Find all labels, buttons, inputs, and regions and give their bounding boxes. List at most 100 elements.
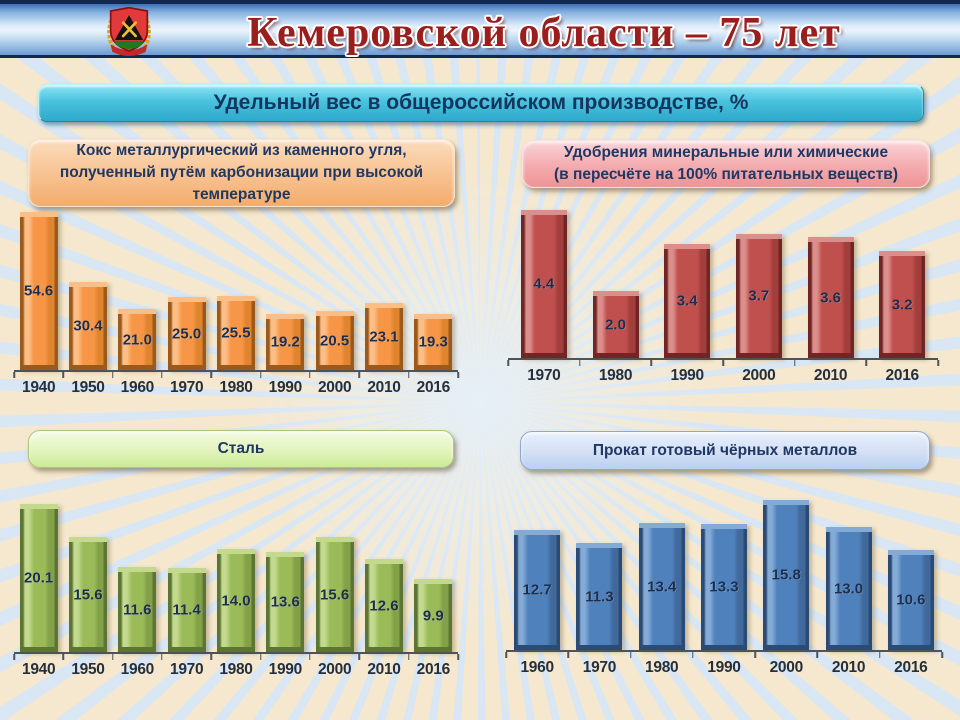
bar-value-label: 23.1: [369, 328, 399, 345]
bar-value-label: 3.6: [820, 289, 841, 306]
bar-1950: 15.6: [68, 537, 107, 652]
axis-tick: [457, 372, 459, 378]
x-axis: [507, 358, 939, 366]
x-tick-label: 2000: [317, 661, 352, 678]
bar-1940: 20.1: [19, 504, 58, 652]
bar-1990: 3.4: [664, 244, 711, 358]
x-tick-label: 1940: [22, 661, 56, 678]
bar-slot: 12.6: [359, 490, 408, 652]
axis-tick: [816, 652, 819, 658]
bar-1980: 2.0: [592, 291, 639, 358]
x-tick-label: 1980: [219, 379, 253, 396]
subtitle-text: Удельный вес в общероссийском производст…: [213, 91, 749, 114]
bar-slot: 4.4: [508, 197, 580, 358]
bar-value-label: 19.2: [270, 333, 300, 351]
bar-slot: 20.5: [310, 196, 359, 370]
x-tick-label: 1990: [268, 379, 303, 396]
axis-tick: [62, 654, 65, 660]
subtitle-banner: Удельный вес в общероссийском производст…: [38, 84, 924, 122]
bar-slot: 30.4: [63, 196, 112, 370]
chart-title-text: Кокс металлургический из каменного угля,…: [59, 142, 424, 203]
axis-tick: [62, 372, 65, 378]
bar-slot: 13.6: [261, 490, 310, 652]
axis-tick: [865, 360, 868, 366]
bar-slot: 14.0: [211, 490, 260, 652]
bar-1960: 12.7: [514, 530, 561, 650]
bar-value-label: 14.0: [221, 592, 251, 609]
bar-value-label: 13.6: [270, 593, 300, 611]
x-tick-label: 1970: [170, 661, 204, 678]
axis-tick: [111, 372, 114, 378]
bar-value-label: 11.6: [123, 601, 152, 618]
axis-tick: [722, 360, 724, 366]
x-tick-label: 1960: [520, 659, 554, 676]
x-tick-label: 1960: [120, 379, 155, 396]
axis-tick: [259, 372, 262, 378]
bar-slot: 15.6: [63, 490, 112, 652]
chart-title-coke: Кокс металлургический из каменного угля,…: [28, 139, 455, 207]
bar-slot: 25.0: [162, 196, 211, 370]
x-tick-label: 2016: [885, 367, 920, 384]
plot-area: 54.6 30.4 21.0 25.0 25.5 19.2 20.5 23.1 19.3: [14, 196, 458, 370]
x-tick-label: 1990: [670, 367, 705, 384]
bar-2016: 9.9: [414, 579, 453, 652]
bar-slot: 11.3: [568, 489, 630, 650]
chart-title-fertilizers: Удобрения минеральные или химические (в …: [522, 140, 930, 188]
page-title: Кемеровской области – 75 лет: [247, 10, 841, 56]
axis-tick: [13, 654, 15, 660]
bar-1990: 13.3: [700, 524, 747, 650]
axis-tick: [578, 360, 581, 366]
plot-area: 4.4 2.0 3.4 3.7 3.6 3.2: [508, 197, 938, 358]
x-tick-label: 2000: [769, 659, 804, 676]
x-axis-labels: 1970 1980 1990 2000 2010 2016: [508, 367, 938, 385]
bar-1970: 4.4: [520, 210, 567, 358]
x-axis: [505, 650, 943, 658]
x-tick-label: 1990: [707, 659, 741, 676]
bar-slot: 21.0: [113, 196, 162, 370]
bar-1940: 54.6: [19, 212, 58, 370]
bar-slot: 3.6: [795, 197, 867, 358]
bar-2016: 10.6: [887, 550, 934, 650]
bar-2016: 3.2: [879, 251, 926, 358]
header: Кемеровской области – 75 лет: [0, 0, 960, 58]
axis-tick: [754, 652, 756, 658]
bar-value-label: 3.2: [891, 296, 913, 313]
bar-value-label: 15.6: [73, 586, 103, 603]
axis-tick: [309, 372, 311, 378]
x-tick-label: 2016: [416, 661, 451, 678]
x-tick-label: 1970: [582, 659, 617, 676]
bar-2010: 13.0: [825, 527, 872, 650]
bar-slot: 11.4: [162, 490, 211, 652]
x-axis-labels: 1940 1950 1960 1970 1980 1990 2000 2010 2016: [14, 379, 458, 397]
axis-tick: [210, 654, 213, 660]
bar-1990: 19.2: [266, 314, 305, 370]
x-tick-label: 1990: [268, 661, 303, 678]
bar-value-label: 9.9: [422, 607, 444, 624]
bar-value-label: 20.1: [24, 569, 54, 587]
bar-1970: 25.0: [167, 297, 206, 370]
bar-slot: 3.4: [651, 197, 723, 358]
bar-2000: 15.8: [763, 500, 810, 650]
axis-tick: [407, 372, 410, 378]
bar-1980: 25.5: [216, 296, 255, 370]
bar-value-label: 2.0: [605, 316, 626, 333]
bar-1960: 11.6: [118, 567, 157, 652]
bar-slot: 13.4: [631, 489, 693, 650]
bar-2010: 3.6: [807, 237, 854, 358]
bar-value-label: 4.4: [533, 275, 555, 293]
axis-tick: [692, 652, 694, 658]
plot-area: 12.7 11.3 13.4 13.3 15.8 13.0 10.6: [506, 489, 942, 650]
bar-1980: 13.4: [638, 523, 685, 650]
bar-2000: 15.6: [315, 537, 354, 652]
x-tick-label: 1980: [645, 659, 679, 676]
bar-value-label: 20.5: [320, 332, 350, 349]
bar-slot: 2.0: [580, 197, 652, 358]
bar-value-label: 11.3: [585, 588, 614, 605]
bar-slot: 3.2: [866, 197, 938, 358]
axis-tick: [937, 360, 939, 366]
x-tick-label: 1950: [71, 661, 105, 678]
bar-slot: 20.1: [14, 490, 63, 652]
bar-value-label: 12.7: [522, 581, 552, 599]
x-tick-label: 1960: [120, 661, 155, 678]
